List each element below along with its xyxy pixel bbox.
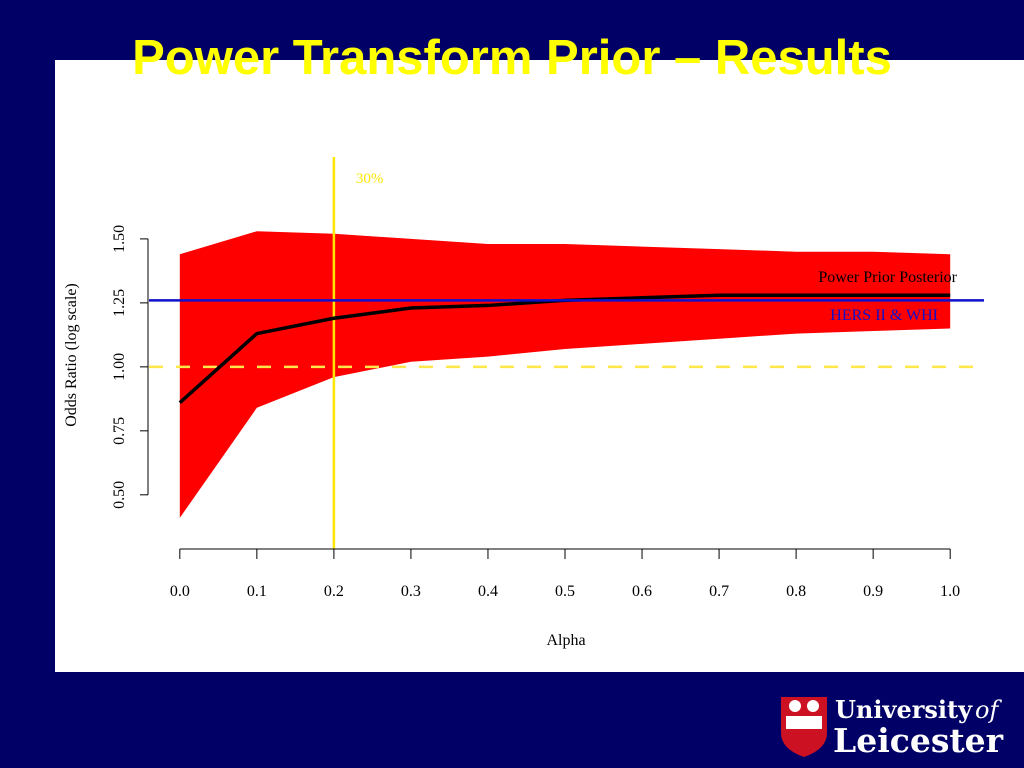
logo: University of Leicester: [781, 695, 1004, 760]
crest-band: [786, 716, 822, 729]
crest-rose: [807, 700, 819, 712]
y-tick-label: 1.25: [111, 289, 128, 317]
x-axis-label: Alpha: [546, 632, 585, 649]
y-tick-label: 1.50: [111, 225, 128, 253]
x-tick-label: 0.7: [709, 583, 729, 600]
x-tick-label: 0.4: [478, 583, 498, 600]
reference-label: HERS II & WHI: [830, 307, 938, 324]
y-tick-label: 1.00: [111, 353, 128, 381]
x-tick-label: 0.0: [170, 583, 190, 600]
x-tick-label: 0.6: [632, 583, 652, 600]
slide-title: Power Transform Prior – Results: [132, 31, 892, 85]
chart: 30% Power Prior Posterior HERS II & WHI 0.5…: [63, 157, 984, 649]
confidence-band: [179, 231, 951, 518]
x-tick-label: 0.8: [786, 583, 806, 600]
logo-text: of: [975, 696, 1002, 724]
x-tick-label: 0.2: [324, 583, 344, 600]
vertical-line-label: 30%: [356, 171, 384, 187]
x-tick-label: 0.3: [401, 583, 421, 600]
y-tick-label: 0.75: [111, 417, 128, 445]
x-tick-label: 0.5: [555, 583, 575, 600]
y-axis-label: Odds Ratio (log scale): [63, 283, 80, 427]
series-label: Power Prior Posterior: [818, 269, 957, 286]
x-tick-label: 0.9: [863, 583, 883, 600]
logo-text: Leicester: [833, 721, 1004, 760]
logo-text: University: [835, 695, 973, 724]
x-tick-label: 0.1: [247, 583, 267, 600]
x-tick-label: 1.0: [940, 583, 960, 600]
y-tick-label: 0.50: [111, 481, 128, 509]
crest-rose: [789, 700, 801, 712]
